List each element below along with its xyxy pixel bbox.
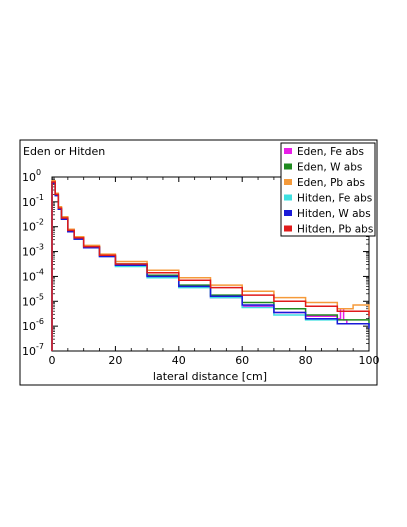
series-line-eden-pb-abs bbox=[51, 179, 370, 351]
legend-swatch bbox=[284, 225, 292, 232]
legend-label: Hitden, Pb abs bbox=[297, 224, 373, 236]
x-tick-label: 80 bbox=[299, 354, 313, 367]
legend-swatch bbox=[284, 179, 292, 185]
y-tick-label: 100 bbox=[22, 168, 41, 184]
y-tick-label: 10-5 bbox=[22, 292, 44, 308]
legend-label: Eden, Pb abs bbox=[297, 177, 365, 189]
legend-swatch bbox=[284, 210, 292, 216]
x-tick-label: 60 bbox=[235, 354, 249, 367]
legend-swatch bbox=[284, 163, 292, 170]
y-tick-label: 10-7 bbox=[22, 342, 44, 358]
axis-tick-labels: 0 20 40 60 80 100 100 10-1 10-2 10-3 10-4 10-5 10-6 1… bbox=[22, 168, 380, 367]
legend-label: Hitden, Fe abs bbox=[297, 193, 372, 205]
corner-label: Eden or Hitden bbox=[23, 145, 105, 158]
legend-label: Eden, W abs bbox=[297, 162, 362, 174]
x-tick-label: 40 bbox=[172, 354, 186, 367]
series-line-hitden-pb-abs bbox=[51, 181, 370, 351]
legend: Eden, Fe abs Eden, W abs Eden, Pb abs Hitde… bbox=[280, 142, 376, 237]
legend-swatch bbox=[284, 194, 292, 201]
x-tick-label: 20 bbox=[108, 354, 122, 367]
x-tick-label: 0 bbox=[49, 354, 56, 367]
y-tick-label: 10-2 bbox=[22, 218, 44, 234]
y-tick-label: 10-6 bbox=[22, 317, 44, 333]
y-tick-label: 10-4 bbox=[22, 267, 44, 283]
legend-label: Eden, Fe abs bbox=[297, 146, 364, 158]
x-axis-label: lateral distance [cm] bbox=[153, 370, 267, 383]
legend-swatch bbox=[284, 148, 292, 154]
y-tick-label: 10-3 bbox=[22, 243, 44, 259]
axis-ticks bbox=[51, 176, 370, 352]
legend-label: Hitden, W abs bbox=[297, 208, 371, 220]
x-tick-label: 100 bbox=[359, 354, 380, 367]
legend-box bbox=[280, 142, 376, 237]
y-tick-label: 10-1 bbox=[22, 193, 44, 209]
series-lines bbox=[51, 179, 370, 351]
